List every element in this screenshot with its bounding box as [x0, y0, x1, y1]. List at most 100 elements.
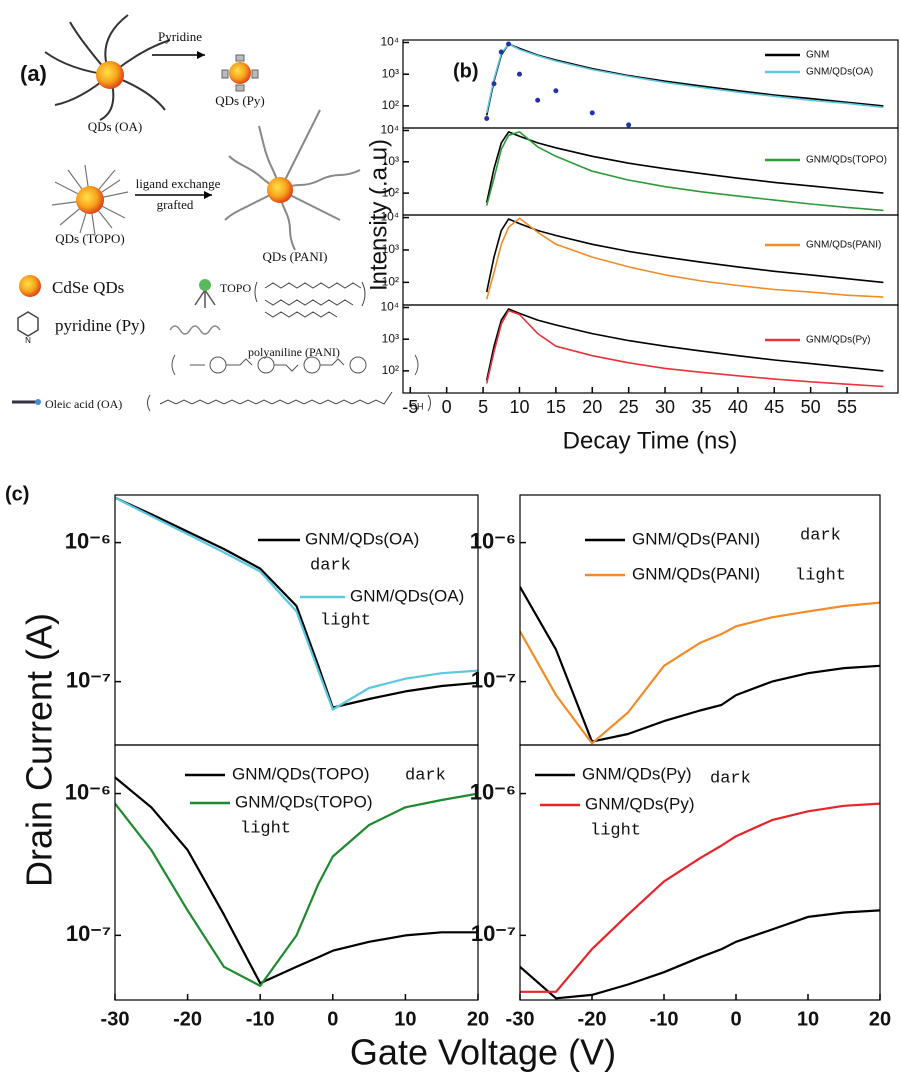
y-tick-label: 10³: [382, 242, 399, 256]
pyridine-ring: [17, 311, 39, 337]
panel-label: (b): [453, 60, 479, 82]
legend-condition: light: [320, 611, 371, 630]
topo-head: [199, 279, 211, 291]
y-tick-label: 10⁻⁷: [66, 667, 111, 692]
chart: 10² 10³ 10⁴ -5 0 5 10 15 20 25 30 35 40 45 50 55 GNM/QDs…: [380, 300, 899, 417]
qd-py: [229, 62, 251, 84]
legend-label: GNM/QDs(OA): [305, 529, 419, 548]
legend-condition: dark: [800, 526, 841, 545]
legend-condition: light: [795, 566, 846, 585]
x-tick-label: 0: [327, 1008, 338, 1030]
legend-condition: dark: [310, 556, 351, 575]
legend-label: GNM/QDs(TOPO): [806, 155, 887, 166]
x-tick-label: -20: [578, 1008, 607, 1030]
y-tick-label: 10⁻⁶: [65, 779, 111, 804]
topo-ligands: [51, 164, 129, 236]
y-axis-label: Drain Current (A): [19, 613, 60, 887]
data-point: [498, 49, 504, 55]
series-line: [485, 309, 884, 388]
x-axis-label: Gate Voltage (V): [350, 1032, 616, 1073]
label: grafted: [157, 197, 194, 212]
pani-structure: [171, 354, 419, 376]
chart: 10⁻⁷ 10⁻⁶ GNM/QDs(PANI) dark GNM/QDs(PANI) li…: [470, 494, 881, 746]
data-point: [535, 97, 541, 103]
x-tick-label: -10: [246, 1008, 275, 1030]
data-point: [506, 41, 512, 47]
label: QDs (PANI): [263, 249, 328, 264]
x-tick-label: 25: [619, 397, 639, 417]
x-tick-label: 5: [478, 397, 488, 417]
oa-head: [35, 399, 41, 405]
data-point: [491, 81, 497, 87]
frame: [114, 744, 479, 1001]
arrow-head: [197, 51, 205, 59]
x-tick-label: -30: [506, 1008, 535, 1030]
label: TOPO: [220, 281, 251, 295]
label: QDs (TOPO): [55, 231, 124, 246]
x-tick-label: 10: [509, 397, 529, 417]
x-tick-label: 55: [837, 397, 857, 417]
x-tick-label: 35: [691, 397, 711, 417]
data-point: [516, 71, 522, 77]
label: OH: [410, 401, 424, 411]
topo-icon: [194, 289, 216, 308]
y-axis-label: Intensity (.a.u): [365, 139, 392, 291]
y-tick-label: 10²: [382, 98, 399, 112]
label: Pyridine: [158, 29, 202, 44]
series-line: [485, 43, 884, 114]
panel-label: (a): [20, 61, 47, 86]
panel-label: (c): [5, 483, 29, 505]
y-tick-label: 10⁴: [380, 210, 399, 224]
plot-area: [485, 308, 884, 388]
data-point: [626, 122, 632, 128]
x-tick-label: -5: [402, 397, 418, 417]
series-line: [520, 802, 880, 993]
series-line: [520, 586, 880, 743]
series-line: [520, 601, 880, 745]
label: QDs (Py): [215, 93, 264, 108]
pani-icon: [169, 325, 221, 335]
x-tick-label: 0: [442, 397, 452, 417]
plot-area: [484, 41, 884, 128]
label: pyridine (Py): [55, 316, 145, 335]
legend-condition: dark: [710, 769, 751, 788]
x-tick-label: -10: [650, 1008, 679, 1030]
x-tick-label: 20: [467, 1008, 489, 1030]
legend-label: GNM/QDs(PANI): [632, 564, 760, 583]
legend-condition: light: [240, 819, 291, 838]
y-tick-label: 10⁻⁶: [65, 528, 111, 553]
pani-chains: [224, 109, 361, 251]
series-line: [115, 496, 478, 711]
series-line: [485, 308, 884, 381]
plot-area: [115, 776, 478, 987]
x-tick-label: 45: [764, 397, 784, 417]
chart: 10⁻⁷ 10⁻⁶ GNM/QDs(OA) dark GNM/QDs(OA) light: [65, 494, 479, 746]
data-point: [484, 115, 490, 121]
legend-label: GNM/QDs(OA): [350, 586, 464, 605]
x-tick-label: -20: [173, 1008, 202, 1030]
frame: [402, 214, 899, 306]
y-tick-label: 10⁻⁷: [471, 667, 516, 692]
series-line: [520, 909, 880, 1000]
x-tick-label: 20: [582, 397, 602, 417]
arrow-head: [204, 191, 212, 199]
x-tick-label: 0: [730, 1008, 741, 1030]
topo-structure: [254, 281, 366, 318]
plot-area: [485, 131, 884, 212]
chart: 10⁻⁷ 10⁻⁶ -30 -20 -10 0 10 20 GNM/QDs(TOPO) dark G…: [65, 744, 489, 1030]
py-ligands: [221, 54, 259, 92]
y-tick-label: 10⁴: [380, 35, 399, 49]
data-point: [553, 88, 559, 94]
data-point: [589, 110, 595, 116]
oa-structure: [147, 391, 431, 412]
y-tick-label: 10⁴: [380, 300, 399, 314]
chart: 10⁻⁷ 10⁻⁶ -30 -20 -10 0 10 20 GNM/QDs(Py) dark GNM…: [470, 744, 891, 1030]
legend-label: GNM/QDs(Py): [582, 764, 692, 783]
legend-label: GNM/QDs(TOPO): [235, 792, 373, 811]
x-tick-label: 40: [728, 397, 748, 417]
frame: [402, 304, 899, 394]
frame: [402, 127, 899, 216]
series-line: [115, 496, 478, 709]
series-line: [115, 776, 478, 985]
